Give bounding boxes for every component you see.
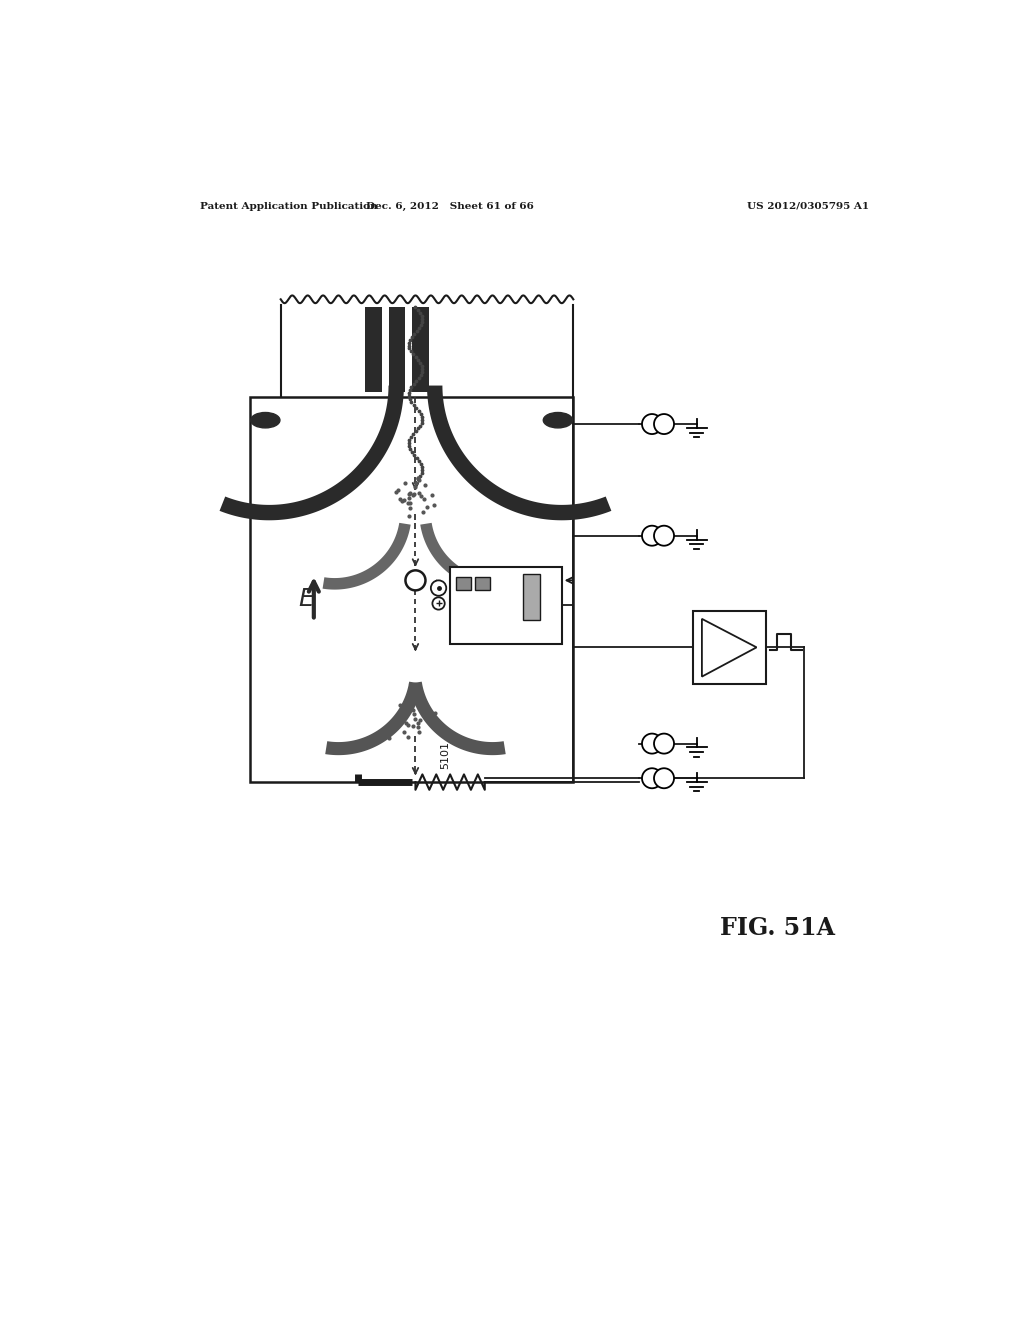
Bar — [388, 308, 406, 392]
Point — [400, 333, 417, 354]
Point — [413, 314, 429, 335]
Circle shape — [642, 734, 662, 754]
Point — [401, 329, 418, 350]
Point — [401, 388, 418, 409]
Point — [411, 350, 427, 371]
Point — [403, 442, 420, 463]
Circle shape — [654, 414, 674, 434]
Text: US 2012/0305795 A1: US 2012/0305795 A1 — [746, 202, 868, 211]
Text: 5101: 5101 — [439, 741, 450, 770]
Point — [413, 403, 429, 424]
Bar — [366, 308, 382, 392]
Point — [401, 438, 418, 459]
Point — [406, 445, 422, 466]
Point — [414, 407, 430, 428]
Point — [414, 359, 430, 380]
Point — [411, 418, 427, 440]
Point — [408, 397, 424, 418]
Point — [414, 459, 430, 480]
Ellipse shape — [544, 412, 572, 428]
Point — [411, 317, 427, 338]
Point — [414, 312, 430, 333]
Text: FIG. 51A: FIG. 51A — [720, 916, 835, 940]
Point — [402, 426, 419, 447]
Circle shape — [654, 525, 674, 545]
Bar — [692, 611, 766, 684]
Point — [414, 309, 430, 330]
Point — [410, 300, 426, 321]
Point — [408, 371, 424, 392]
Point — [400, 383, 417, 404]
Circle shape — [432, 597, 444, 610]
Point — [400, 385, 417, 407]
Point — [414, 412, 430, 433]
Point — [411, 400, 427, 421]
Point — [414, 409, 430, 430]
Point — [414, 457, 430, 478]
Point — [410, 469, 426, 490]
Point — [406, 374, 422, 395]
Polygon shape — [701, 619, 757, 677]
Point — [414, 462, 430, 483]
Bar — [475, 577, 490, 590]
Bar — [523, 574, 541, 620]
Point — [411, 367, 427, 388]
Bar — [456, 577, 471, 590]
Point — [402, 341, 419, 362]
Circle shape — [654, 734, 674, 754]
Bar — [412, 308, 429, 392]
Point — [406, 424, 422, 445]
Polygon shape — [219, 385, 403, 520]
Point — [414, 305, 430, 326]
Point — [413, 454, 429, 475]
Point — [400, 335, 417, 356]
Polygon shape — [409, 681, 506, 755]
Point — [406, 343, 422, 364]
Bar — [250, 397, 573, 781]
Circle shape — [654, 768, 674, 788]
Circle shape — [642, 525, 662, 545]
Text: $E$: $E$ — [298, 587, 315, 611]
Ellipse shape — [251, 412, 280, 428]
Polygon shape — [427, 385, 611, 520]
Text: Dec. 6, 2012   Sheet 61 of 66: Dec. 6, 2012 Sheet 61 of 66 — [367, 202, 535, 211]
Point — [414, 362, 430, 383]
Polygon shape — [326, 681, 422, 755]
Circle shape — [406, 570, 425, 590]
Circle shape — [642, 414, 662, 434]
Point — [406, 323, 422, 345]
Bar — [451, 566, 562, 644]
Point — [408, 347, 424, 368]
Polygon shape — [323, 523, 411, 590]
Circle shape — [642, 768, 662, 788]
Point — [413, 364, 429, 385]
Point — [408, 421, 424, 442]
Point — [409, 447, 425, 469]
Point — [414, 355, 430, 376]
Point — [408, 471, 424, 492]
Polygon shape — [420, 523, 508, 590]
Point — [413, 352, 429, 374]
Point — [400, 433, 417, 454]
Point — [403, 326, 420, 347]
Circle shape — [431, 581, 446, 595]
Point — [406, 395, 422, 416]
Point — [411, 450, 427, 471]
Point — [409, 321, 425, 342]
Point — [401, 338, 418, 359]
Point — [401, 379, 418, 400]
Point — [412, 302, 428, 323]
Point — [408, 297, 424, 318]
Point — [401, 430, 418, 451]
Point — [403, 391, 420, 412]
Point — [403, 376, 420, 397]
Text: Patent Application Publication: Patent Application Publication — [200, 202, 378, 211]
Point — [412, 466, 428, 487]
Point — [400, 436, 417, 457]
Text: ←: ← — [433, 578, 441, 587]
Point — [413, 414, 429, 436]
